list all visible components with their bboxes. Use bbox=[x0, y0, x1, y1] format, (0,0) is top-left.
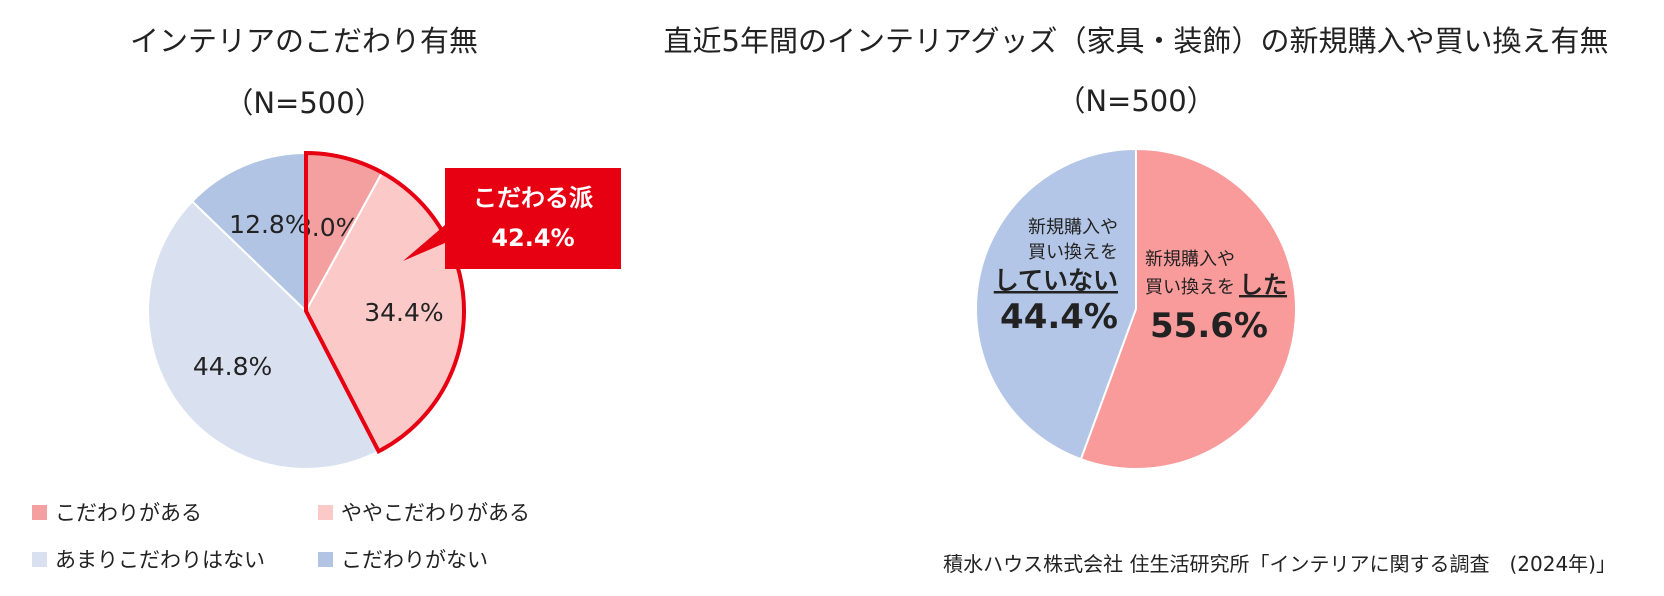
right-chart-subtitle: （N=500） bbox=[1056, 84, 1216, 118]
data-label-2: 44.8% bbox=[193, 352, 272, 381]
data-label-1: 44.4% bbox=[1000, 297, 1118, 337]
highlight-outline bbox=[304, 150, 466, 455]
legend-label: こだわりがない bbox=[341, 548, 488, 572]
pie-slice-2 bbox=[147, 199, 380, 470]
legend-label: ややこだわりがある bbox=[341, 501, 530, 525]
data-label-1: 34.4% bbox=[364, 298, 443, 327]
pie-slice-0 bbox=[1079, 147, 1297, 470]
callout-value: 42.4% bbox=[491, 224, 574, 252]
slice-label-line: 新規購入や bbox=[1145, 249, 1235, 270]
legend-label: あまりこだわりはない bbox=[55, 548, 265, 572]
data-label-0: 55.6% bbox=[1150, 306, 1268, 346]
callout-box bbox=[403, 168, 621, 269]
pie-slice-3 bbox=[190, 151, 307, 314]
slice-label-emphasis: していない bbox=[994, 266, 1118, 295]
legend-swatch bbox=[32, 551, 47, 567]
slice-label-emphasis: した bbox=[1239, 271, 1287, 299]
legend-swatch bbox=[318, 551, 333, 567]
pie-slice-1 bbox=[975, 147, 1137, 461]
source-note: 積水ハウス株式会社 住生活研究所「インテリアに関する調査 (2024年)」 bbox=[943, 552, 1616, 576]
legend-item-2: あまりこだわりはない bbox=[32, 544, 265, 574]
legend-item-1: ややこだわりがある bbox=[318, 497, 530, 527]
legend-item-0: こだわりがある bbox=[32, 497, 202, 527]
legend-swatch bbox=[32, 504, 47, 520]
slice-label-line: 買い換えを bbox=[1145, 277, 1235, 298]
data-label-3: 12.8% bbox=[229, 210, 308, 239]
slice-label-line: 新規購入や bbox=[1028, 217, 1118, 238]
right-chart-title: 直近5年間のインテリアグッズ（家具・装飾）の新規購入や買い換え有無 bbox=[663, 24, 1609, 58]
callout-label: こだわる派 bbox=[473, 184, 593, 212]
legend-label: こだわりがある bbox=[55, 501, 202, 525]
legend-item-3: こだわりがない bbox=[318, 544, 488, 574]
left-chart-subtitle: （N=500） bbox=[224, 86, 384, 120]
left-chart-title: インテリアのこだわり有無 bbox=[129, 24, 479, 58]
legend-swatch bbox=[318, 504, 333, 520]
slice-label-line: 買い換えを bbox=[1028, 242, 1118, 263]
